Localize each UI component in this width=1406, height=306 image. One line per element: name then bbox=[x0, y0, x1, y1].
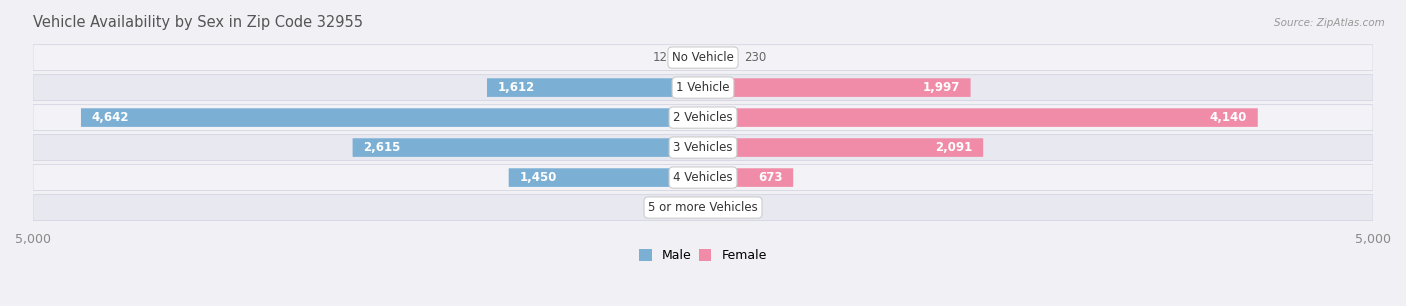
FancyBboxPatch shape bbox=[32, 105, 1374, 130]
Text: 1,612: 1,612 bbox=[498, 81, 534, 94]
Text: 230: 230 bbox=[745, 51, 766, 64]
Text: 5 or more Vehicles: 5 or more Vehicles bbox=[648, 201, 758, 214]
Legend: Male, Female: Male, Female bbox=[640, 249, 766, 262]
Text: 2,615: 2,615 bbox=[363, 141, 401, 154]
FancyBboxPatch shape bbox=[703, 108, 1258, 127]
Text: 4 Vehicles: 4 Vehicles bbox=[673, 171, 733, 184]
Text: 1 Vehicle: 1 Vehicle bbox=[676, 81, 730, 94]
FancyBboxPatch shape bbox=[32, 45, 1374, 70]
Text: 90: 90 bbox=[665, 201, 681, 214]
FancyBboxPatch shape bbox=[32, 195, 1374, 220]
Text: 673: 673 bbox=[758, 171, 783, 184]
Text: 3 Vehicles: 3 Vehicles bbox=[673, 141, 733, 154]
FancyBboxPatch shape bbox=[32, 165, 1374, 190]
FancyBboxPatch shape bbox=[509, 168, 703, 187]
FancyBboxPatch shape bbox=[703, 138, 983, 157]
Text: No Vehicle: No Vehicle bbox=[672, 51, 734, 64]
Text: Source: ZipAtlas.com: Source: ZipAtlas.com bbox=[1274, 18, 1385, 28]
Text: 2 Vehicles: 2 Vehicles bbox=[673, 111, 733, 124]
FancyBboxPatch shape bbox=[703, 48, 734, 67]
Text: 1,450: 1,450 bbox=[519, 171, 557, 184]
FancyBboxPatch shape bbox=[32, 75, 1374, 100]
Text: 4,642: 4,642 bbox=[91, 111, 129, 124]
FancyBboxPatch shape bbox=[32, 135, 1374, 160]
Text: 126: 126 bbox=[652, 51, 675, 64]
Text: 169: 169 bbox=[737, 201, 759, 214]
Text: 4,140: 4,140 bbox=[1209, 111, 1247, 124]
FancyBboxPatch shape bbox=[690, 198, 703, 217]
Text: Vehicle Availability by Sex in Zip Code 32955: Vehicle Availability by Sex in Zip Code … bbox=[32, 15, 363, 30]
FancyBboxPatch shape bbox=[703, 168, 793, 187]
FancyBboxPatch shape bbox=[703, 198, 725, 217]
FancyBboxPatch shape bbox=[353, 138, 703, 157]
Text: 2,091: 2,091 bbox=[935, 141, 973, 154]
Text: 1,997: 1,997 bbox=[922, 81, 960, 94]
FancyBboxPatch shape bbox=[82, 108, 703, 127]
FancyBboxPatch shape bbox=[703, 78, 970, 97]
FancyBboxPatch shape bbox=[486, 78, 703, 97]
FancyBboxPatch shape bbox=[686, 48, 703, 67]
